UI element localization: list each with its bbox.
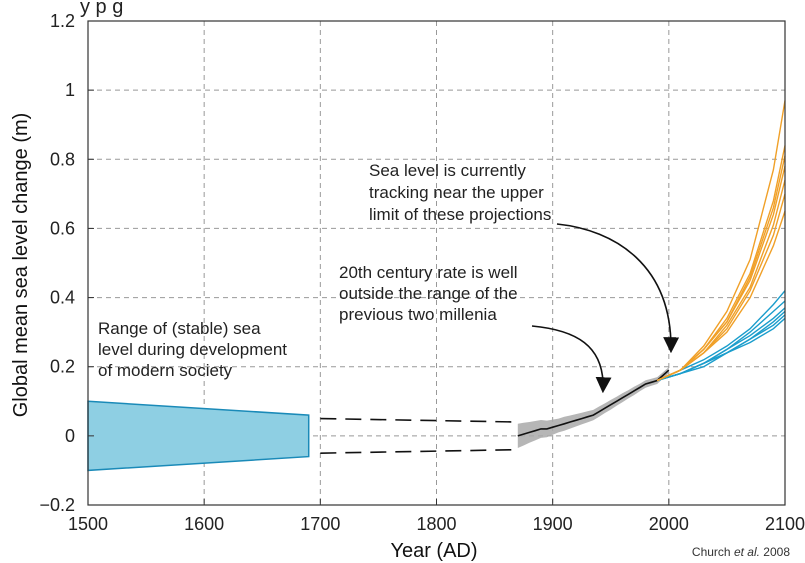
x-tick-label: 1900: [533, 514, 573, 534]
annotation-arrow: [531, 325, 612, 394]
x-axis-label: Year (AD): [390, 540, 477, 562]
y-tick-label: −0.2: [39, 495, 75, 515]
axes: 1500 1600 1700 1800 1900 2000 2100 −0.2 0 0.2 0.4 0…: [39, 11, 805, 534]
annotation-line: Range of (stable) sea: [98, 319, 261, 338]
annotation-line: previous two millenia: [339, 305, 497, 324]
x-tick-label: 1700: [300, 514, 340, 534]
annotation-line: limit of these projections: [369, 205, 551, 224]
observed-series: [517, 367, 670, 448]
x-tick-label: 1600: [184, 514, 224, 534]
annotation-text: 20th century rate is well outside the ran…: [339, 263, 518, 324]
projection-high-line: [656, 155, 786, 382]
projection-high-line: [656, 210, 786, 382]
projection-series: [656, 100, 786, 382]
annotation-arrow: [556, 223, 680, 354]
y-tick-label: 0.2: [50, 357, 75, 377]
annotation-line: 20th century rate is well: [339, 263, 518, 282]
projection-high-line: [656, 179, 786, 382]
x-tick-label: 1500: [68, 514, 108, 534]
annotation-line: Sea level is currently: [369, 161, 526, 180]
projection-low-line: [657, 310, 786, 382]
y-tick-label: 0: [65, 426, 75, 446]
dashed-range-extension: [320, 417, 518, 454]
dashed-lower-line: [320, 448, 518, 454]
y-tick-label: 1: [65, 80, 75, 100]
y-tick-label: 0.6: [50, 218, 75, 238]
stable-range-band: [87, 400, 310, 472]
y-tick-label: 0.4: [50, 288, 75, 308]
top-partial-text: y p g: [80, 0, 123, 18]
annotation-line: tracking near the upper: [369, 183, 544, 202]
y-tick-label: 0.8: [50, 149, 75, 169]
annotation-line: of modern society: [98, 361, 233, 380]
y-axis-label: Global mean sea level change (m): [10, 113, 32, 418]
observed-uncertainty-band: [517, 367, 669, 448]
annotation-text: Range of (stable) sea level during develo…: [98, 319, 287, 380]
x-tick-label: 1800: [416, 514, 456, 534]
annotation-line: outside the range of the: [339, 284, 518, 303]
dashed-upper-line: [320, 417, 518, 423]
annotations: Range of (stable) sea level during develo…: [98, 161, 680, 394]
x-tick-label: 2000: [649, 514, 689, 534]
stable-range-area: [87, 400, 310, 472]
grid: [88, 21, 785, 505]
projection-low-line: [657, 317, 786, 382]
annotation-text: Sea level is currently tracking near the …: [369, 161, 551, 224]
y-tick-label: 1.2: [50, 11, 75, 31]
credit-italic: et al.: [734, 545, 760, 559]
annotation-line: level during development: [98, 340, 287, 359]
credit-suffix: 2008: [760, 545, 790, 559]
projection-high-line: [656, 100, 786, 382]
observed-line: [517, 369, 670, 437]
credit-prefix: Church: [692, 545, 734, 559]
source-credit: Church et al. 2008: [692, 545, 790, 559]
x-tick-label: 2100: [765, 514, 805, 534]
